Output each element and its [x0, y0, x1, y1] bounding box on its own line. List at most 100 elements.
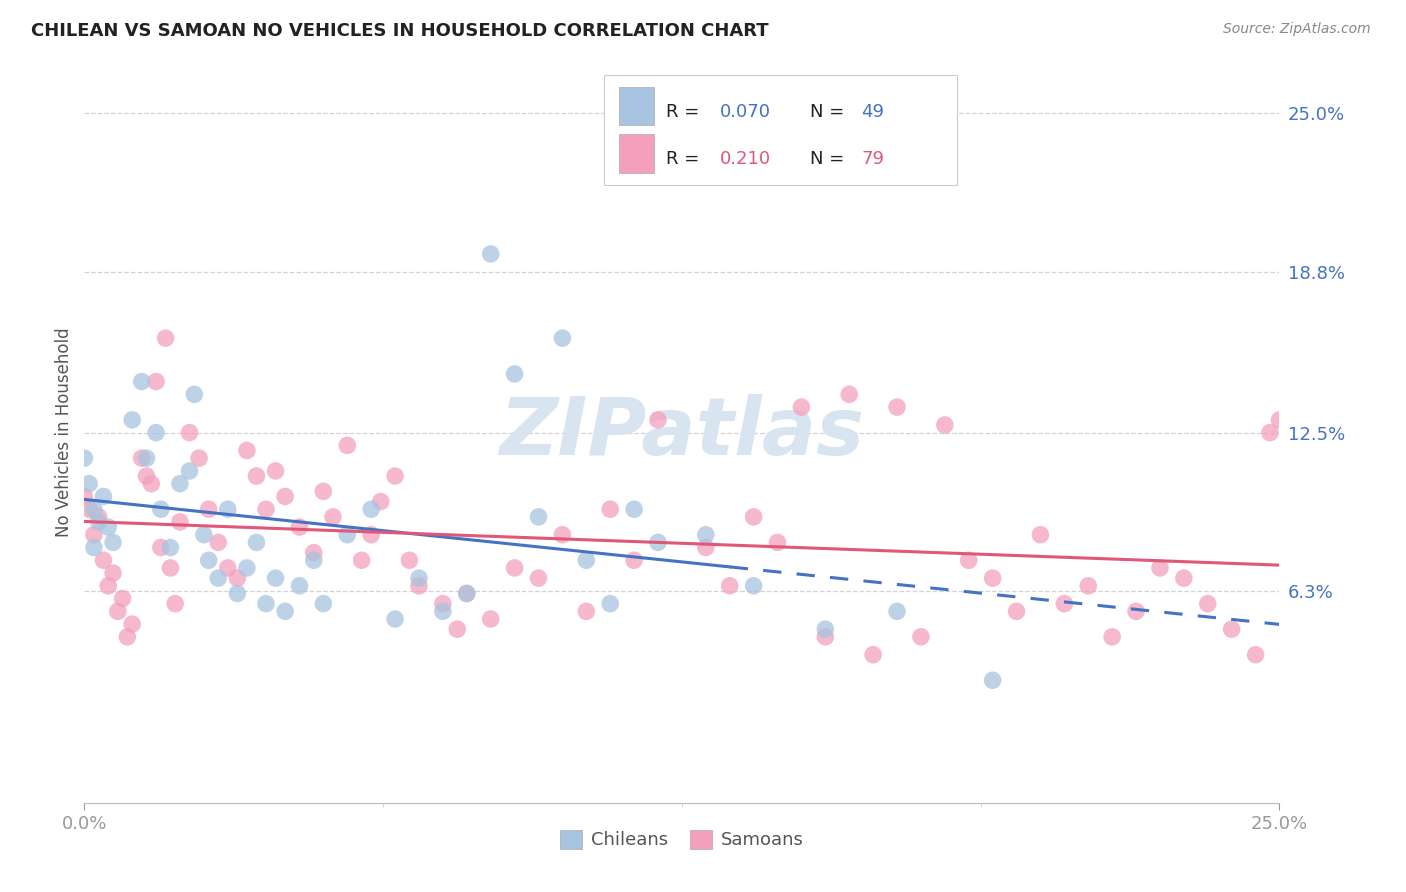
Point [73, 451, 96, 466]
Point [264, 464, 287, 478]
Point [101, 535, 124, 549]
Point [197, 502, 219, 516]
Point [432, 604, 454, 618]
Point [647, 413, 669, 427]
Point [179, 425, 201, 440]
Point [1268, 413, 1291, 427]
Point [83, 527, 105, 541]
Y-axis label: No Vehicles in Household: No Vehicles in Household [55, 327, 73, 538]
Point [360, 527, 382, 541]
Point [73, 490, 96, 504]
Point [981, 571, 1004, 585]
Point [384, 469, 406, 483]
Point [623, 553, 645, 567]
Point [398, 553, 420, 567]
Point [446, 622, 468, 636]
Point [87, 515, 110, 529]
Point [226, 586, 249, 600]
Point [1244, 648, 1267, 662]
Text: 0.070: 0.070 [720, 103, 770, 121]
Point [503, 367, 526, 381]
Text: CHILEAN VS SAMOAN NO VEHICLES IN HOUSEHOLD CORRELATION CHART: CHILEAN VS SAMOAN NO VEHICLES IN HOUSEHO… [31, 22, 769, 40]
Point [159, 561, 181, 575]
Point [370, 494, 392, 508]
Point [1029, 527, 1052, 541]
Point [77, 502, 100, 516]
Point [254, 502, 277, 516]
Point [718, 579, 741, 593]
Point [135, 469, 157, 483]
Point [131, 451, 153, 466]
Point [288, 579, 311, 593]
Point [254, 597, 277, 611]
Text: 0.210: 0.210 [720, 151, 772, 169]
Point [910, 630, 932, 644]
Point [886, 400, 908, 414]
Point [408, 579, 430, 593]
Point [575, 604, 598, 618]
Point [695, 527, 717, 541]
Point [838, 387, 860, 401]
Bar [619, 87, 654, 126]
Point [302, 546, 325, 560]
Point [814, 622, 837, 636]
Point [111, 591, 134, 606]
Point [264, 571, 287, 585]
Point [1173, 571, 1195, 585]
Text: 79: 79 [862, 151, 884, 169]
Point [479, 612, 502, 626]
Point [1101, 630, 1123, 644]
FancyBboxPatch shape [605, 75, 957, 185]
Legend: Chileans, Samoans: Chileans, Samoans [553, 823, 811, 856]
Point [312, 484, 335, 499]
Point [1125, 604, 1147, 618]
Point [981, 673, 1004, 688]
Point [742, 509, 765, 524]
Point [814, 630, 837, 644]
Point [1197, 597, 1219, 611]
Point [121, 413, 143, 427]
Point [288, 520, 311, 534]
Text: 49: 49 [862, 103, 884, 121]
Point [479, 247, 502, 261]
Point [384, 612, 406, 626]
Point [193, 527, 215, 541]
Point [245, 535, 267, 549]
Point [149, 541, 172, 555]
Point [207, 571, 229, 585]
Point [360, 502, 382, 516]
Point [217, 502, 239, 516]
Point [145, 425, 167, 440]
Point [236, 561, 259, 575]
Point [503, 561, 526, 575]
Point [149, 502, 172, 516]
Point [599, 502, 621, 516]
Point [155, 331, 177, 345]
Point [107, 604, 129, 618]
Point [575, 553, 598, 567]
Point [350, 553, 373, 567]
Point [862, 648, 884, 662]
Point [87, 509, 110, 524]
Point [527, 509, 550, 524]
Point [207, 535, 229, 549]
Point [117, 630, 139, 644]
Bar [619, 135, 654, 173]
Point [623, 502, 645, 516]
Point [1053, 597, 1076, 611]
Point [432, 597, 454, 611]
Point [179, 464, 201, 478]
Point [197, 553, 219, 567]
Point [456, 586, 478, 600]
Point [141, 476, 163, 491]
Point [695, 541, 717, 555]
Text: Source: ZipAtlas.com: Source: ZipAtlas.com [1223, 22, 1371, 37]
Point [97, 520, 120, 534]
Point [456, 586, 478, 600]
Point [599, 597, 621, 611]
Point [183, 387, 205, 401]
Point [131, 375, 153, 389]
Point [83, 541, 105, 555]
Point [93, 490, 115, 504]
Point [336, 527, 359, 541]
